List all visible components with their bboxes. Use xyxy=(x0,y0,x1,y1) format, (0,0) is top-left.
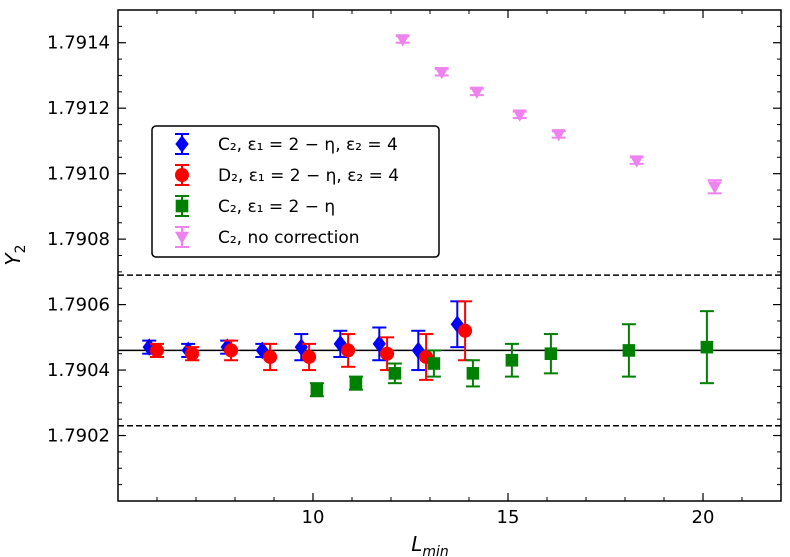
data-point-D2-eps1-eps2-4 xyxy=(302,349,317,364)
data-point-C2-eps1-2 xyxy=(388,367,402,380)
y-axis-title: Y2 xyxy=(1,244,29,265)
data-point-C2-no-correction-5 xyxy=(629,155,644,168)
x-tick-label: 10 xyxy=(302,507,325,528)
legend-label-C2-eps1: C₂, ε₁ = 2 − η xyxy=(218,197,335,217)
data-point-C2-no-correction-1 xyxy=(434,66,449,80)
reference-lines xyxy=(118,274,781,427)
x-axis-title-sub: min xyxy=(422,544,448,557)
series-layer xyxy=(142,34,722,398)
data-point-C2-eps1-8 xyxy=(700,340,714,354)
data-point-C2-eps1-0 xyxy=(310,383,324,397)
data-point-C2-no-correction-3 xyxy=(512,109,527,122)
data-point-C2-eps1-1 xyxy=(349,376,363,390)
data-point-D2-eps1-eps2-0 xyxy=(150,343,164,358)
data-point-D2-eps1-eps2-5 xyxy=(341,343,356,358)
legend-frame xyxy=(151,125,440,258)
data-point-C2-eps1-7 xyxy=(622,344,636,357)
data-point-C2-eps1-6 xyxy=(544,347,558,360)
legend-marker-D2-eps1-eps2 xyxy=(175,168,189,182)
data-point-C2-eps1-eps2-0 xyxy=(142,338,156,356)
data-point-D2-eps1-eps2-6 xyxy=(380,346,395,361)
legend-marker-C2-eps1-eps2 xyxy=(175,135,189,153)
y-tick-label: 1.7902 xyxy=(47,426,110,447)
x-tick-label: 20 xyxy=(692,507,715,528)
y-tick-label: 1.7904 xyxy=(47,360,110,381)
y-tick-label: 1.7908 xyxy=(47,229,110,250)
legend-marker-C2-eps1 xyxy=(175,199,189,213)
data-point-D2-eps1-eps2-1 xyxy=(185,346,200,361)
y-tick-label: 1.7914 xyxy=(47,33,110,54)
x-tick-label: 15 xyxy=(497,507,520,528)
legend-label-C2-no-correction: C₂, no correction xyxy=(218,228,360,248)
data-point-C2-no-correction-2 xyxy=(469,86,484,99)
data-point-C2-eps1-3 xyxy=(427,357,441,370)
legend-label-C2-eps1-eps2: C₂, ε₁ = 2 − η, ε₂ = 4 xyxy=(218,135,398,155)
data-point-D2-eps1-eps2-8 xyxy=(458,323,473,338)
data-point-C2-no-correction-0 xyxy=(395,34,410,47)
legend-item-C2-eps1-eps2: C₂, ε₁ = 2 − η, ε₂ = 4 xyxy=(175,133,398,155)
data-point-C2-eps1-eps2-4 xyxy=(294,338,308,356)
y-axis-title-sub: 2 xyxy=(13,244,29,253)
x-axis-title-main: L xyxy=(411,532,422,556)
data-point-C2-no-correction-6 xyxy=(707,181,722,194)
axis-ticks: 1.7902 1.7904 1.7906 1.7908 1.7910 1.7912 1.79… xyxy=(47,9,782,528)
y-axis-title-main: Y xyxy=(1,252,25,266)
data-point-C2-eps1-4 xyxy=(466,367,480,380)
data-point-D2-eps1-eps2-2 xyxy=(224,343,239,358)
data-point-C2-eps1-5 xyxy=(505,353,519,367)
data-point-D2-eps1-eps2-3 xyxy=(263,349,278,364)
legend-item-C2-no-correction: C₂, no correction xyxy=(175,226,360,248)
legend-item-D2-eps1-eps2: D₂, ε₁ = 2 − η, ε₂ = 4 xyxy=(175,164,399,186)
legend-label-D2-eps1-eps2: D₂, ε₁ = 2 − η, ε₂ = 4 xyxy=(218,166,399,186)
series-C2-eps1 xyxy=(309,310,714,398)
y-tick-label: 1.7906 xyxy=(47,295,110,316)
legend-item-C2-eps1: C₂, ε₁ = 2 − η xyxy=(175,195,335,217)
series-D2-eps1-eps2 xyxy=(150,300,473,381)
series-C2-no-correction xyxy=(395,34,722,195)
data-point-C2-eps1-eps2-6 xyxy=(372,335,386,353)
data-point-C2-no-correction-4 xyxy=(551,129,566,142)
x-axis-title: Lmin xyxy=(411,532,449,557)
legend: C₂, ε₁ = 2 − η, ε₂ = 4 D₂, ε₁ = 2 − η, ε₂… xyxy=(151,125,440,258)
svg-text:Y2: Y2 xyxy=(1,244,29,265)
y-tick-label: 1.7912 xyxy=(47,98,110,119)
y-tick-label: 1.7910 xyxy=(47,164,110,185)
svg-text:Lmin: Lmin xyxy=(411,532,449,557)
legend-marker-C2-no-correction xyxy=(175,231,189,244)
